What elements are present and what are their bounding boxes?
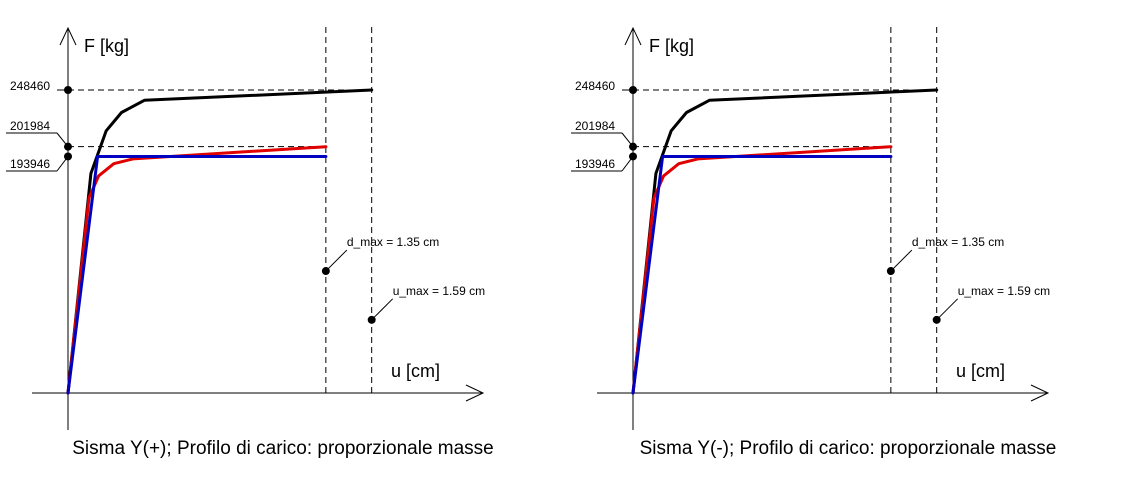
series-line-2 [66,155,328,395]
annotation-label: u_max = 1.59 cm [393,284,485,298]
annotation-leader [325,249,348,272]
chart-caption: Sisma Y(+); Profilo di carico: proporzio… [72,438,494,459]
y-tick-leader [56,156,69,172]
y-axis-arrow [59,26,77,46]
x-axis-arrow [1030,384,1050,402]
y-tick-leader [56,132,69,147]
annotation-leader [936,298,959,321]
series-line-1 [66,145,328,395]
annotation-label: d_max = 1.35 cm [912,235,1004,249]
y-tick-label: 193946 [10,157,50,171]
y-tick-label: 193946 [575,157,615,171]
x-axis-arrow [465,384,485,402]
y-axis-arrow [624,26,642,46]
chart-panel-y-minus: F [kg] u [cm] 248460 201984 193946 d_max = 1.… [565,0,1131,477]
y-tick-label: 248460 [575,79,615,93]
y-tick-label: 201984 [575,119,615,133]
chart-panel-y-plus: F [kg] u [cm] 248460 201984 193946 d_max = 1.… [6,26,494,459]
annotation-leader [890,249,913,272]
chart-svg-y-minus: F [kg] u [cm] 248460 201984 193946 d_max = 1.… [571,26,1050,430]
y-tick-leader [621,132,634,147]
y-tick-label: 201984 [10,119,50,133]
chart-caption: Sisma Y(-); Profilo di carico: proporzio… [639,438,1057,459]
series-line-1 [631,145,893,395]
y-tick-leader [621,156,634,172]
y-axis-label: F [kg] [84,36,129,56]
annotation-leader [371,298,394,321]
chart-svg-y-plus: F [kg] u [cm] 248460 201984 193946 d_max = 1.… [6,26,485,430]
y-tick-label: 248460 [10,79,50,93]
series-line-2 [631,155,893,395]
x-axis-label: u [cm] [391,361,440,381]
annotation-label: u_max = 1.59 cm [958,284,1050,298]
x-axis-label: u [cm] [956,361,1005,381]
y-axis-label: F [kg] [649,36,694,56]
annotation-label: d_max = 1.35 cm [347,235,439,249]
